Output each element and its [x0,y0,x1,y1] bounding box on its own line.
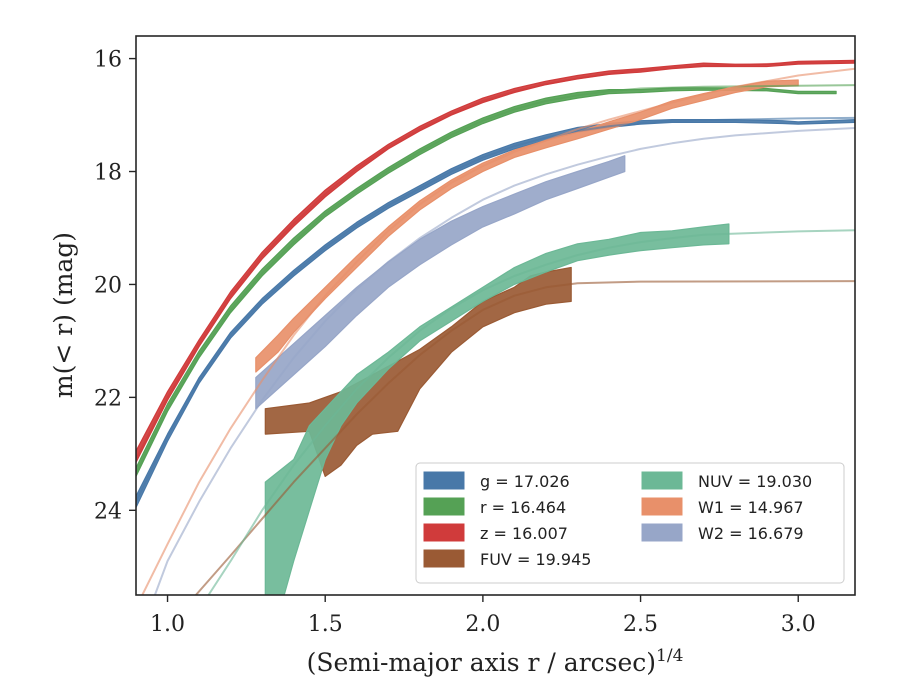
series-band-r [136,87,837,477]
series-layer [136,59,855,595]
x-axis-title-exponent: 1/4 [656,646,683,666]
legend-label-w1: W1 = 14.967 [698,498,804,517]
legend-items: g = 17.026 r = 16.464 z = 16.007 FUV = 19.9… [423,471,812,569]
legend-label-w2: W2 = 16.679 [698,524,804,543]
legend-label-nuv: NUV = 19.030 [698,472,812,491]
series-model-line-w2 [153,127,855,595]
series-model-line-z [136,61,855,460]
legend-swatch-r [423,497,465,516]
series-model-line-g [136,116,855,503]
legend-swatch-w1 [641,497,683,516]
x-tick-label: 3.0 [781,612,816,637]
x-tick-label: 2.5 [623,612,658,637]
series-band-nuv [264,223,730,595]
y-tick-label: 18 [94,161,122,186]
y-tick-label: 22 [94,386,122,411]
x-tick-label: 1.0 [150,612,185,637]
series-band-z [136,59,855,463]
y-tick-label: 16 [94,48,122,73]
series-model-line-nuv [207,229,855,595]
ticks-layer: 1.0 1.5 2.0 2.5 3.0 16 18 20 22 24 [94,48,816,637]
legend-label-z: z = 16.007 [480,524,568,543]
legend-label-fuv: FUV = 19.945 [480,550,591,569]
x-axis-title: (Semi-major axis r / arcsec)1/4 [307,646,684,677]
x-axis-title-main: (Semi-major axis r / arcsec) [307,648,656,677]
series-model-line-r [136,84,855,475]
series-band-g [136,118,855,509]
y-tick-label: 20 [94,273,122,298]
legend-swatch-fuv [423,549,465,568]
x-tick-label: 1.5 [308,612,343,637]
legend-label-g: g = 17.026 [480,472,570,491]
series-model-line-fuv [195,280,855,595]
y-tick-label: 24 [94,499,122,524]
legend-label-r: r = 16.464 [480,498,566,517]
legend-swatch-nuv [641,471,683,490]
legend-frame [415,462,845,584]
legend-swatch-z [423,523,465,542]
legend-swatch-g [423,471,465,490]
series-model-line-w1 [141,67,855,595]
plot-frame [135,35,856,596]
legend-swatch-w2 [641,523,683,542]
legend: g = 17.026 r = 16.464 z = 16.007 FUV = 19.9… [415,462,845,584]
x-tick-label: 2.0 [465,612,500,637]
y-axis-title: m(< r) (mag) [49,232,78,398]
